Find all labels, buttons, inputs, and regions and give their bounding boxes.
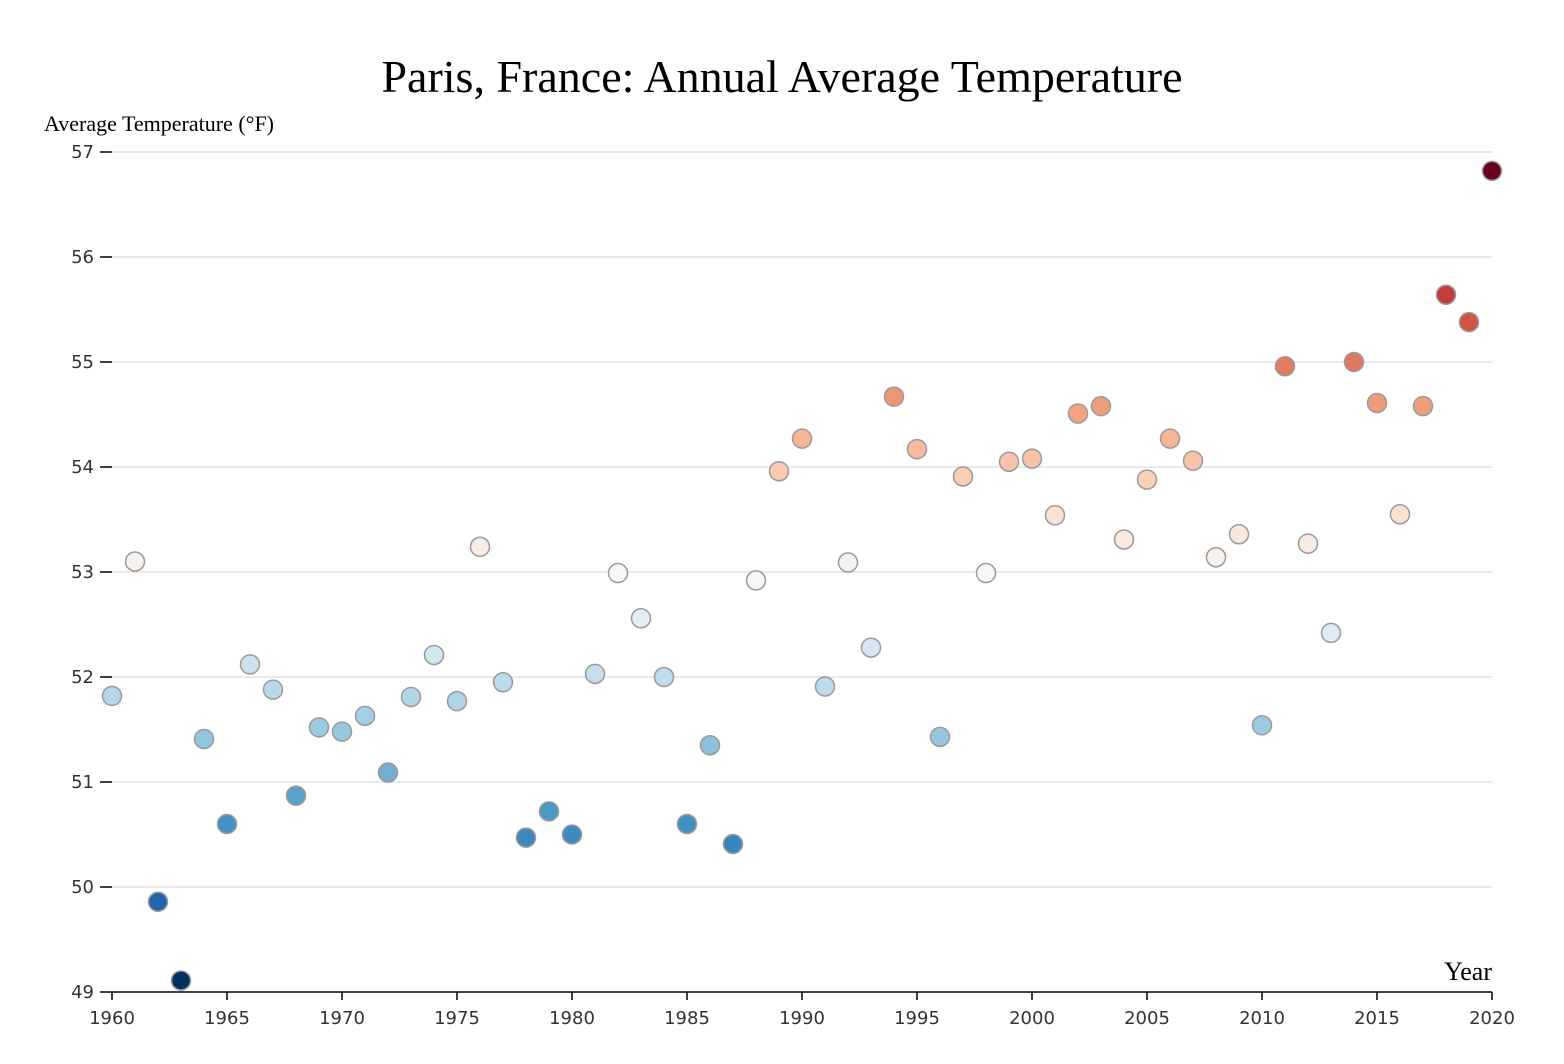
y-tick-label: 56 (71, 247, 94, 268)
data-point[interactable] (607, 562, 629, 584)
y-tick-label: 52 (71, 667, 94, 688)
data-point[interactable] (1251, 715, 1273, 736)
data-point[interactable] (814, 676, 836, 697)
data-point[interactable] (538, 801, 560, 822)
data-point[interactable] (400, 686, 422, 708)
data-point[interactable] (170, 970, 192, 991)
x-tick-label: 2010 (1239, 1008, 1285, 1029)
gridlines (112, 151, 1492, 888)
y-tick-label: 57 (71, 142, 94, 163)
data-point[interactable] (975, 562, 997, 584)
data-point[interactable] (285, 785, 307, 806)
data-point[interactable] (929, 726, 951, 748)
x-tick-label: 1995 (894, 1008, 940, 1029)
data-point[interactable] (1090, 395, 1112, 417)
data-point[interactable] (768, 460, 790, 482)
data-point[interactable] (147, 891, 169, 912)
data-point[interactable] (423, 644, 445, 666)
y-tick-label: 53 (71, 562, 94, 583)
data-point[interactable] (1366, 392, 1388, 414)
data-point[interactable] (1113, 529, 1135, 550)
axes: 49 50 51 52 53 54 55 56 57 1960 1965 1970 1975 1980 19… (71, 142, 1515, 1029)
y-tick-label: 55 (71, 352, 94, 373)
data-point[interactable] (1297, 533, 1319, 554)
data-point[interactable] (354, 705, 376, 727)
data-point[interactable] (883, 386, 905, 407)
data-point[interactable] (860, 637, 882, 658)
data-point[interactable] (653, 666, 675, 688)
data-point[interactable] (239, 654, 261, 675)
x-axis-title: Year (1444, 957, 1492, 986)
y-tick-label: 51 (71, 772, 94, 793)
data-point[interactable] (1067, 403, 1089, 424)
x-tick-label: 1985 (664, 1008, 710, 1029)
data-points (101, 160, 1503, 991)
data-point[interactable] (561, 824, 583, 845)
x-tick-label: 1980 (549, 1008, 595, 1029)
data-point[interactable] (262, 679, 284, 700)
data-point[interactable] (1481, 160, 1503, 182)
data-point[interactable] (722, 833, 744, 855)
data-point[interactable] (469, 536, 491, 558)
x-tick-label: 1970 (319, 1008, 365, 1029)
data-point[interactable] (1021, 448, 1043, 469)
data-point[interactable] (676, 813, 698, 835)
data-point[interactable] (1228, 523, 1250, 545)
data-point[interactable] (998, 451, 1020, 472)
data-point[interactable] (1343, 351, 1365, 373)
data-point[interactable] (584, 663, 606, 685)
data-point[interactable] (377, 762, 399, 783)
x-tick-label: 1975 (434, 1008, 480, 1029)
data-point[interactable] (1205, 547, 1227, 568)
data-point[interactable] (1320, 622, 1342, 644)
data-point[interactable] (1389, 504, 1411, 525)
y-axis-title: Average Temperature (°F) (44, 111, 274, 136)
y-tick-label: 54 (71, 457, 94, 478)
data-point[interactable] (952, 466, 974, 487)
y-tick-label: 49 (71, 982, 94, 1003)
data-point[interactable] (193, 728, 215, 750)
chart-title: Paris, France: Annual Average Temperatur… (381, 51, 1182, 102)
x-tick-label: 2005 (1124, 1008, 1170, 1029)
data-point[interactable] (791, 428, 813, 449)
data-point[interactable] (837, 552, 859, 573)
data-point[interactable] (699, 735, 721, 756)
data-point[interactable] (1182, 450, 1204, 471)
data-point[interactable] (630, 607, 652, 629)
x-tick-label: 2015 (1354, 1008, 1400, 1029)
data-point[interactable] (308, 717, 330, 738)
data-point[interactable] (1136, 469, 1158, 490)
x-tick-label: 2020 (1469, 1008, 1515, 1029)
data-point[interactable] (124, 551, 146, 572)
data-point[interactable] (1159, 428, 1181, 449)
data-point[interactable] (446, 690, 468, 712)
data-point[interactable] (216, 813, 238, 835)
data-point[interactable] (331, 721, 353, 742)
data-point[interactable] (906, 438, 928, 460)
data-point[interactable] (1044, 505, 1066, 526)
x-tick-label: 2000 (1009, 1008, 1055, 1029)
data-point[interactable] (515, 827, 537, 848)
data-point[interactable] (1435, 284, 1457, 306)
y-tick-label: 50 (71, 877, 94, 898)
data-point[interactable] (1412, 395, 1434, 417)
data-point[interactable] (492, 672, 514, 693)
data-point[interactable] (1458, 311, 1480, 333)
x-tick-label: 1965 (204, 1008, 250, 1029)
x-tick-label: 1990 (779, 1008, 825, 1029)
data-point[interactable] (1274, 355, 1296, 377)
data-point[interactable] (101, 685, 123, 707)
data-point[interactable] (745, 570, 767, 591)
x-tick-label: 1960 (89, 1008, 135, 1029)
